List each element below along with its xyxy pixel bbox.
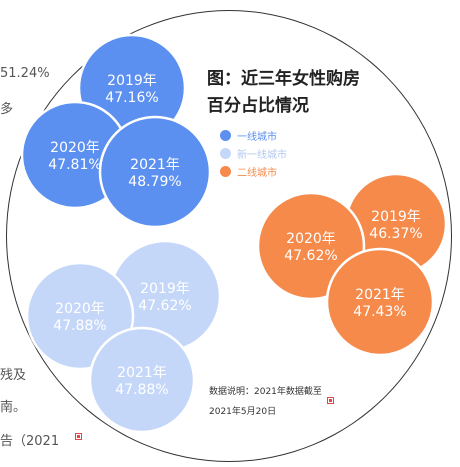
data-note-line: 2021年5月20日: [209, 407, 277, 417]
bubble: [88, 326, 196, 434]
bubble-year-label: 2019年: [107, 73, 157, 89]
bubble-year-label: 2019年: [371, 209, 421, 225]
legend-item: 二线城市: [220, 162, 287, 180]
legend-item: 一线城市: [220, 126, 287, 144]
bubble-value-label: 47.62%: [284, 248, 337, 264]
bubble-value-label: 47.43%: [353, 304, 406, 320]
background-text-line: 多: [0, 102, 14, 117]
bubble-value-label: 47.62%: [138, 298, 191, 314]
bubble-year-label: 2021年: [355, 287, 405, 303]
background-text-line: 残及: [0, 368, 27, 383]
legend-item: 新一线城市: [220, 144, 287, 162]
bubble-value-label: 48.79%: [128, 174, 181, 190]
legend-label: 二线城市: [237, 167, 277, 179]
background-text-line: 51.24%: [0, 66, 50, 81]
data-note: 数据说明：2021年数据截至 2021年5月20日: [209, 382, 322, 422]
bubble: [325, 247, 435, 357]
legend-label: 新一线城市: [237, 149, 287, 161]
bubble: [98, 115, 212, 229]
bubble-value-label: 47.88%: [115, 382, 168, 398]
bubble-year-label: 2020年: [286, 231, 336, 247]
legend-swatch: [220, 129, 231, 141]
bubble-year-label: 2020年: [55, 301, 105, 317]
chart-title-line: 百分占比情况: [207, 96, 309, 116]
image-marker-icon: [327, 397, 334, 404]
bubble-year-label: 2020年: [50, 140, 100, 156]
image-marker-icon: [75, 433, 82, 440]
bubble-year-label: 2019年: [140, 281, 190, 297]
legend-swatch: [220, 165, 231, 177]
legend-label: 一线城市: [237, 131, 277, 143]
chart-title: 图：近三年女性购房 百分占比情况: [207, 66, 397, 120]
chart-legend: 一线城市 新一线城市 二线城市: [220, 126, 287, 180]
background-text-line: 告（2021: [0, 434, 60, 449]
bubble-value-label: 47.81%: [48, 157, 101, 173]
data-note-line: 数据说明：2021年数据截至: [209, 387, 322, 397]
background-text-line: 南。: [0, 400, 27, 415]
legend-swatch: [220, 147, 231, 159]
bubble-year-label: 2021年: [130, 157, 180, 173]
bubble-value-label: 46.37%: [369, 226, 422, 242]
bubble-value-label: 47.16%: [105, 90, 158, 106]
bubble-year-label: 2021年: [117, 365, 167, 381]
chart-title-line: 图：近三年女性购房: [207, 69, 360, 89]
bubble-value-label: 47.88%: [53, 318, 106, 334]
